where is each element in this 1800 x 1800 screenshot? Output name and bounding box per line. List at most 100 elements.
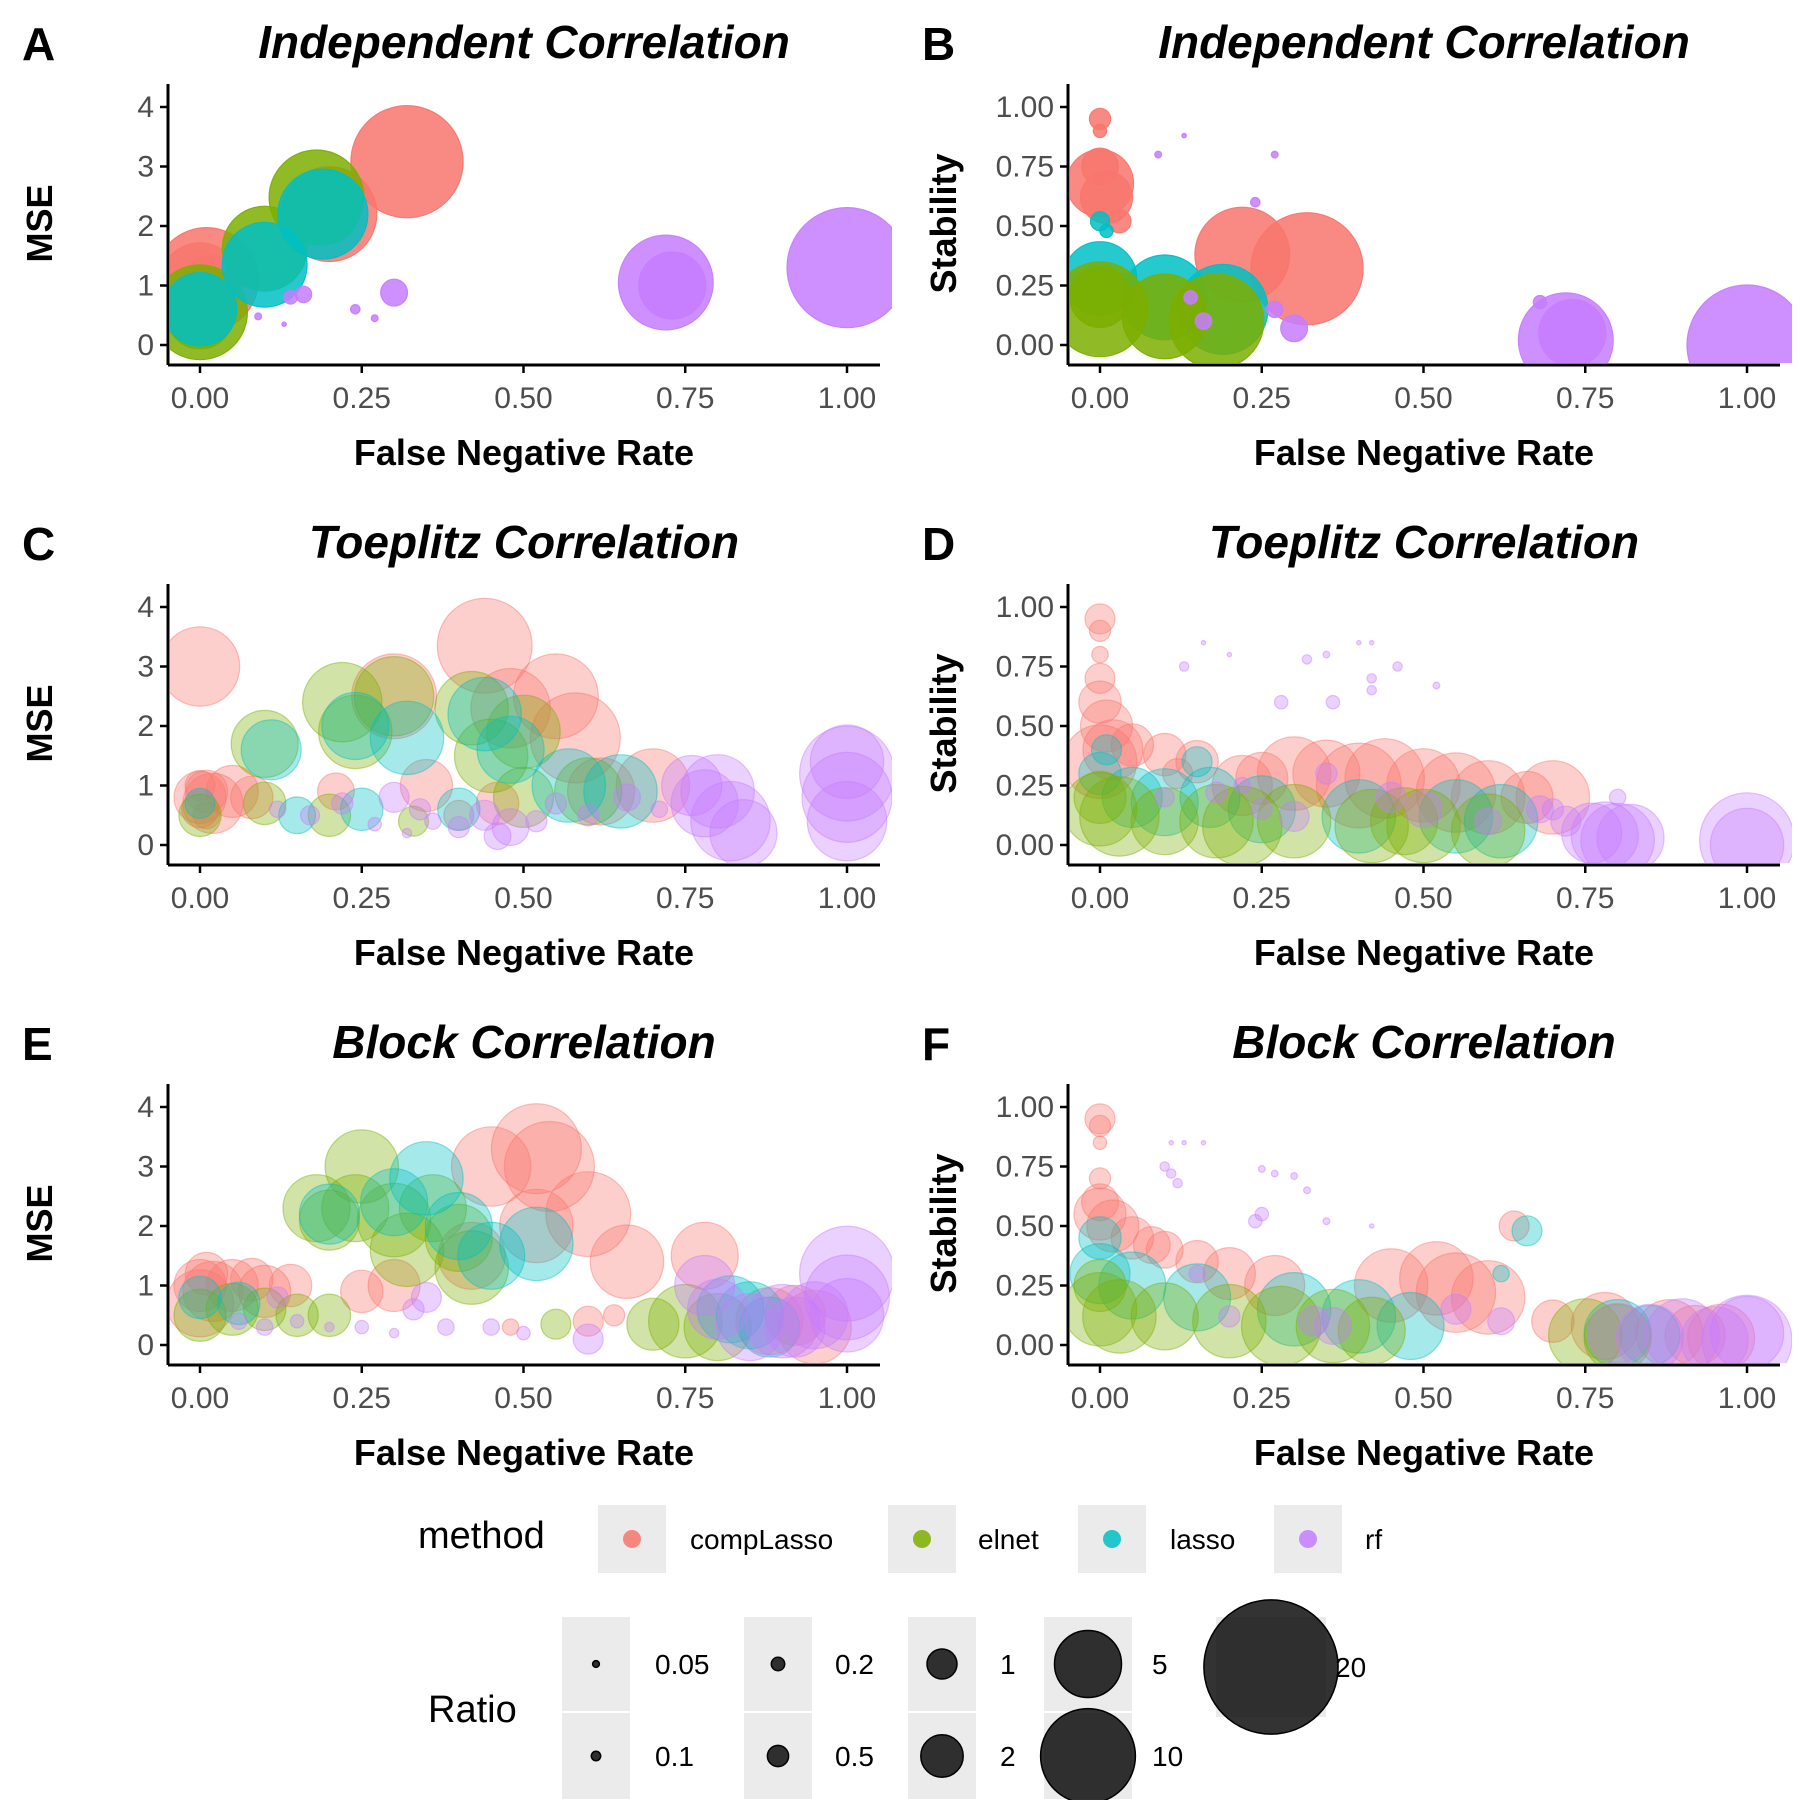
point-complasso [1084,662,1116,694]
ratio-key-circle [920,1734,964,1778]
x-tick-label: 1.00 [1718,1382,1776,1415]
point-rf [1273,694,1289,710]
point-complasso [1073,1187,1127,1241]
point-rf [715,1293,785,1362]
ratio-label: 20 [1335,1652,1366,1683]
point-elnet [307,793,352,838]
point-elnet [307,1293,352,1338]
point-rf [1194,312,1213,330]
points-layer [1070,107,1792,363]
point-elnet [369,1212,445,1288]
y-tick-label: 0.25 [996,1270,1054,1303]
point-complasso [1399,1241,1474,1316]
y-tick-label: 1 [137,770,154,803]
method-key-elnet [913,1530,931,1548]
point-rf [1315,762,1338,785]
y-tick-label: 0.50 [996,1210,1054,1243]
panel-title: Independent Correlation [258,16,790,68]
point-rf [1265,300,1284,319]
point-complasso [184,769,216,802]
point-elnet [1548,1298,1623,1363]
point-lasso [1078,751,1122,796]
point-elnet [1295,1288,1371,1363]
point-rf [1322,1217,1331,1226]
point-complasso [470,667,551,749]
panel-title: Independent Correlation [1158,16,1690,68]
point-complasso [450,1126,532,1207]
point-elnet [178,793,222,838]
points-layer [170,104,892,361]
point-complasso [182,772,244,834]
x-tick-label: 0.00 [171,1382,229,1415]
x-axis-label: False Negative Rate [1254,1432,1594,1473]
point-elnet [683,1293,752,1362]
point-rf [324,1321,335,1333]
point-lasso [1321,1279,1397,1354]
point-rf [786,207,892,329]
point-lasso [277,168,369,260]
point-complasso [173,1258,227,1313]
point-rf [1375,781,1407,813]
point-complasso [339,1269,384,1314]
point-rf [709,799,778,863]
point-complasso [735,1287,804,1356]
point-rf [482,1318,500,1336]
point-lasso [217,1281,261,1326]
point-complasso [1570,1291,1639,1361]
point-lasso [1163,1263,1232,1332]
point-rf [380,278,409,307]
point-rf [1325,694,1341,710]
point-lasso [298,1183,360,1245]
y-tick-label: 1.00 [996,1091,1054,1124]
point-lasso [1463,783,1539,859]
y-tick-label: 1 [137,1270,154,1303]
ratio-label: 1 [1000,1649,1016,1680]
point-rf [1218,1305,1241,1328]
point-complasso [512,653,599,740]
point-complasso [205,1258,259,1313]
point-lasso [1418,779,1494,854]
point-lasso [457,1221,526,1290]
point-rf [1278,800,1310,832]
panel-letter: B [922,18,955,70]
point-rf [255,1318,274,1336]
point-complasso [182,1260,244,1322]
ratio-key-circle [590,1750,602,1762]
point-lasso [1583,1299,1652,1363]
y-tick-label: 0.50 [996,210,1054,243]
point-complasso [501,1318,520,1336]
y-axis-label: Stability [923,1153,964,1293]
point-rf [483,822,512,851]
y-tick-label: 4 [137,591,154,624]
point-lasso [1256,1271,1332,1347]
method-label-lasso: lasso [1170,1524,1235,1555]
ratio-key-circle [591,1659,601,1669]
y-tick-label: 0.25 [996,770,1054,803]
point-rf [1165,1168,1177,1179]
y-axis-label: MSE [19,1184,60,1262]
y-tick-label: 2 [137,210,154,243]
point-rf [1686,284,1792,363]
point-complasso [1635,1299,1704,1363]
point-rf [1303,1186,1312,1195]
point-complasso [1175,739,1219,784]
point-rf [780,1281,849,1350]
point-complasso [490,1103,583,1195]
point-lasso [715,1281,785,1350]
panel-title: Toeplitz Correlation [309,516,739,568]
y-tick-label: 1.00 [996,591,1054,624]
point-complasso [350,104,464,219]
point-lasso [1070,1243,1131,1305]
y-tick-label: 1 [137,270,154,303]
point-complasso [170,626,241,707]
point-complasso [1415,1252,1497,1333]
x-tick-label: 0.25 [1233,382,1291,415]
point-rf [268,800,287,819]
point-complasso [566,757,636,826]
point-lasso [424,1191,493,1261]
point-complasso [1092,1135,1108,1150]
point-complasso [1110,723,1155,767]
x-axis-label: False Negative Rate [1254,432,1594,473]
y-tick-label: 0.00 [996,329,1054,362]
point-complasso [1292,739,1361,808]
